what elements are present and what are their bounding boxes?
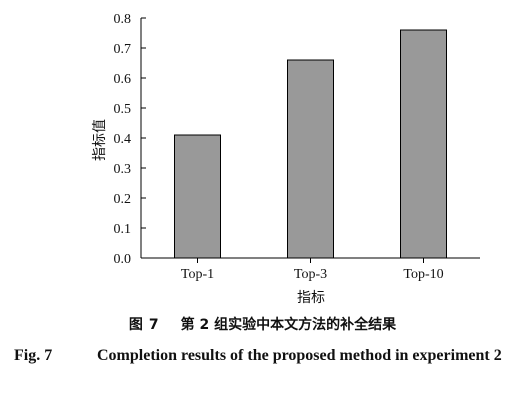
axes-frame xyxy=(140,18,480,259)
bar-chart: 0.00.10.20.30.40.50.60.70.8 Top-1 Top-3 To… xyxy=(92,12,480,306)
caption-en-label: Fig. 7 xyxy=(14,347,53,364)
x-tick-label: Top-10 xyxy=(403,267,443,282)
bar-top-10 xyxy=(400,29,447,259)
y-tick-label: 0.5 xyxy=(114,102,132,117)
y-tick-label: 0.1 xyxy=(114,222,132,237)
y-tick-label: 0.3 xyxy=(114,162,132,177)
x-axis-title: 指标 xyxy=(297,290,325,306)
y-tick-label: 0.4 xyxy=(114,132,132,147)
y-axis-title: 指标值 xyxy=(92,119,108,161)
y-tick-label: 0.0 xyxy=(114,252,132,267)
y-tick-label: 0.2 xyxy=(114,192,132,207)
x-tick-label: Top-3 xyxy=(294,267,327,282)
bar-series xyxy=(174,29,447,259)
bar-top-3 xyxy=(287,59,334,259)
y-tick-label: 0.6 xyxy=(114,72,132,87)
y-tick-label: 0.7 xyxy=(114,42,132,57)
y-tick-label: 0.8 xyxy=(114,12,132,27)
x-tick-label: Top-1 xyxy=(181,267,214,282)
caption-cn-number: 7 xyxy=(148,317,159,333)
caption-cn-text: 第 2 组实验中本文方法的补全结果 xyxy=(180,317,397,333)
bar-top-1 xyxy=(174,134,221,259)
caption-cn-label: 图 xyxy=(128,317,143,333)
y-axis-ticks: 0.0 0.1 0.2 0.3 0.4 0.5 0.6 0.7 0.8 xyxy=(114,12,146,267)
x-axis-ticks: Top-1 Top-3 Top-10 xyxy=(181,258,444,282)
caption-en-text: Completion results of the proposed metho… xyxy=(97,347,502,364)
